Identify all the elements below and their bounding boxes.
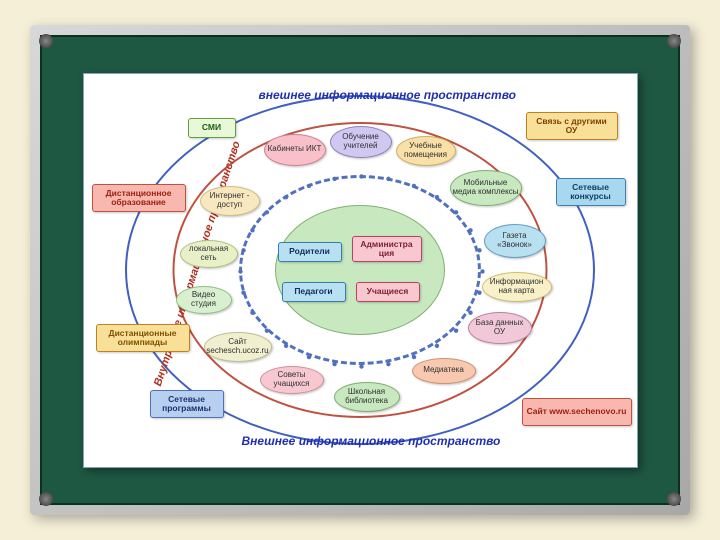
curved-label-bottom: Внешнее информационное пространство	[242, 434, 501, 448]
center-node: Педагоги	[282, 282, 346, 302]
outer-box: Дистанционные олимпиады	[96, 324, 190, 352]
outer-box: Сетевые программы	[150, 390, 224, 418]
curved-label-top: внешнее информационное пространство	[259, 88, 516, 102]
middle-node: Кабинеты ИКТ	[264, 134, 326, 166]
center-node: Родители	[278, 242, 342, 262]
middle-node: Видео студия	[176, 286, 232, 314]
corner-pin	[667, 34, 681, 48]
middle-node: Обучение учителей	[330, 126, 392, 158]
chalkboard: внешнее информационное пространствоВнутр…	[40, 35, 680, 505]
middle-node: локальная сеть	[180, 240, 238, 268]
middle-node: База данных ОУ	[468, 312, 532, 344]
outer-box: Сетевые конкурсы	[556, 178, 626, 206]
outer-box: Связь с другими ОУ	[526, 112, 618, 140]
outer-box: Дистанционное образование	[92, 184, 186, 212]
center-node: Администра ция	[352, 236, 422, 262]
board-frame: внешнее информационное пространствоВнутр…	[30, 25, 690, 515]
middle-node: Медиатека	[412, 358, 476, 384]
outer-box: СМИ	[188, 118, 236, 138]
middle-node: Мобильные медиа комплексы	[450, 170, 522, 206]
middle-node: Учебные помещения	[396, 136, 456, 166]
middle-node: Школьная библиотека	[334, 382, 400, 412]
middle-node: Интернет - доступ	[200, 186, 260, 216]
corner-pin	[667, 492, 681, 506]
middle-node: Газета «Звонок»	[484, 224, 546, 258]
center-circle	[275, 205, 445, 335]
middle-node: Сайт sechesch.ucoz.ru	[204, 332, 272, 362]
center-node: Учащиеся	[356, 282, 420, 302]
middle-node: Советы учащихся	[260, 366, 324, 394]
middle-node: Информацион ная карта	[482, 272, 552, 302]
outer-box: Сайт www.sechenovo.ru	[522, 398, 632, 426]
corner-pin	[39, 492, 53, 506]
corner-pin	[39, 34, 53, 48]
diagram-paper: внешнее информационное пространствоВнутр…	[83, 73, 638, 468]
